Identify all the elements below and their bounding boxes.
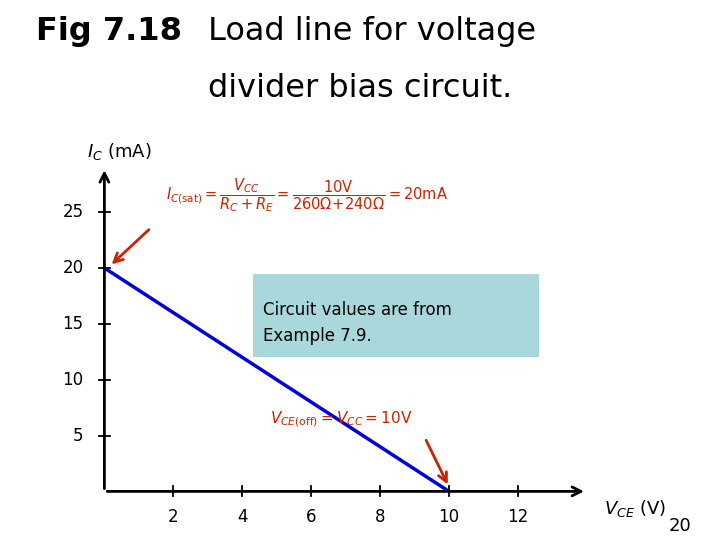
Text: Circuit values are from: Circuit values are from bbox=[263, 301, 451, 319]
Text: 20: 20 bbox=[63, 259, 84, 277]
Text: 15: 15 bbox=[63, 315, 84, 333]
Text: $V_{CE(\mathrm{off})} = V_{CC} = 10\mathrm{V}$: $V_{CE(\mathrm{off})} = V_{CC} = 10\math… bbox=[270, 409, 412, 429]
Text: Load line for voltage: Load line for voltage bbox=[198, 16, 536, 47]
Text: Fig 7.18: Fig 7.18 bbox=[36, 16, 182, 47]
Text: Example 7.9.: Example 7.9. bbox=[263, 327, 372, 345]
Text: 20: 20 bbox=[668, 517, 691, 535]
Text: 2: 2 bbox=[168, 508, 179, 526]
Text: divider bias circuit.: divider bias circuit. bbox=[208, 73, 512, 104]
Text: 10: 10 bbox=[63, 370, 84, 389]
Text: $I_C$ (mA): $I_C$ (mA) bbox=[87, 141, 152, 162]
Text: $V_{CE}$ (V): $V_{CE}$ (V) bbox=[604, 498, 666, 518]
Text: 8: 8 bbox=[375, 508, 385, 526]
Text: 25: 25 bbox=[63, 203, 84, 221]
Text: 4: 4 bbox=[237, 508, 248, 526]
Text: 12: 12 bbox=[508, 508, 528, 526]
Text: $I_{C(\mathrm{sat})} = \dfrac{V_{CC}}{R_C + R_E} = \dfrac{10\mathrm{V}}{260\Omeg: $I_{C(\mathrm{sat})} = \dfrac{V_{CC}}{R_… bbox=[166, 177, 449, 214]
FancyBboxPatch shape bbox=[253, 274, 539, 357]
Text: 5: 5 bbox=[73, 427, 84, 444]
Text: 10: 10 bbox=[438, 508, 459, 526]
Text: 6: 6 bbox=[306, 508, 316, 526]
